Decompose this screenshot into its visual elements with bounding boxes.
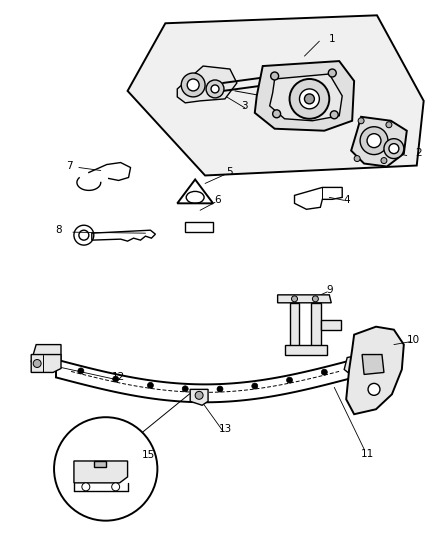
Text: 10: 10 bbox=[407, 335, 420, 345]
Polygon shape bbox=[31, 354, 61, 373]
Circle shape bbox=[330, 111, 338, 119]
Polygon shape bbox=[270, 74, 342, 121]
Polygon shape bbox=[285, 345, 327, 354]
Polygon shape bbox=[190, 389, 208, 405]
Polygon shape bbox=[127, 15, 424, 175]
Circle shape bbox=[148, 382, 153, 389]
Text: 7: 7 bbox=[66, 160, 72, 171]
Polygon shape bbox=[362, 354, 384, 375]
Circle shape bbox=[368, 383, 380, 395]
Polygon shape bbox=[346, 327, 404, 414]
Polygon shape bbox=[31, 345, 61, 367]
Circle shape bbox=[271, 72, 279, 80]
Circle shape bbox=[360, 127, 388, 155]
Circle shape bbox=[381, 158, 387, 164]
Circle shape bbox=[273, 110, 281, 118]
Circle shape bbox=[386, 122, 392, 128]
Text: 13: 13 bbox=[218, 424, 232, 434]
Circle shape bbox=[181, 73, 205, 97]
Text: 3: 3 bbox=[241, 101, 248, 111]
Text: 5: 5 bbox=[226, 167, 233, 177]
Text: 1: 1 bbox=[329, 34, 336, 44]
Circle shape bbox=[252, 383, 258, 389]
Circle shape bbox=[217, 386, 223, 392]
Text: 9: 9 bbox=[326, 285, 332, 295]
Text: 4: 4 bbox=[344, 196, 350, 205]
Polygon shape bbox=[344, 353, 377, 377]
Polygon shape bbox=[290, 303, 300, 350]
Circle shape bbox=[312, 296, 318, 302]
Polygon shape bbox=[321, 320, 341, 330]
Circle shape bbox=[384, 139, 404, 158]
Circle shape bbox=[211, 85, 219, 93]
Circle shape bbox=[389, 144, 399, 154]
Circle shape bbox=[300, 89, 319, 109]
Text: 8: 8 bbox=[56, 225, 62, 235]
Circle shape bbox=[182, 386, 188, 392]
Polygon shape bbox=[177, 66, 237, 103]
Text: 15: 15 bbox=[142, 450, 155, 460]
Circle shape bbox=[304, 94, 314, 104]
Circle shape bbox=[33, 360, 41, 367]
Text: 6: 6 bbox=[215, 196, 221, 205]
Polygon shape bbox=[94, 461, 106, 467]
Circle shape bbox=[290, 79, 329, 119]
Circle shape bbox=[82, 483, 90, 491]
Polygon shape bbox=[74, 461, 127, 483]
Circle shape bbox=[286, 377, 293, 383]
Polygon shape bbox=[311, 303, 321, 350]
Polygon shape bbox=[278, 295, 331, 303]
Circle shape bbox=[328, 69, 336, 77]
Circle shape bbox=[54, 417, 157, 521]
Circle shape bbox=[358, 118, 364, 124]
Circle shape bbox=[112, 483, 120, 491]
Text: 11: 11 bbox=[360, 449, 374, 459]
Polygon shape bbox=[351, 117, 407, 166]
Text: 12: 12 bbox=[112, 373, 125, 382]
Text: 2: 2 bbox=[415, 148, 422, 158]
Circle shape bbox=[78, 368, 84, 374]
Circle shape bbox=[206, 80, 224, 98]
Circle shape bbox=[292, 296, 297, 302]
Circle shape bbox=[113, 376, 119, 382]
Polygon shape bbox=[255, 61, 354, 131]
Circle shape bbox=[367, 134, 381, 148]
Circle shape bbox=[195, 391, 203, 399]
Circle shape bbox=[354, 156, 360, 161]
Circle shape bbox=[187, 79, 199, 91]
Circle shape bbox=[321, 369, 327, 375]
